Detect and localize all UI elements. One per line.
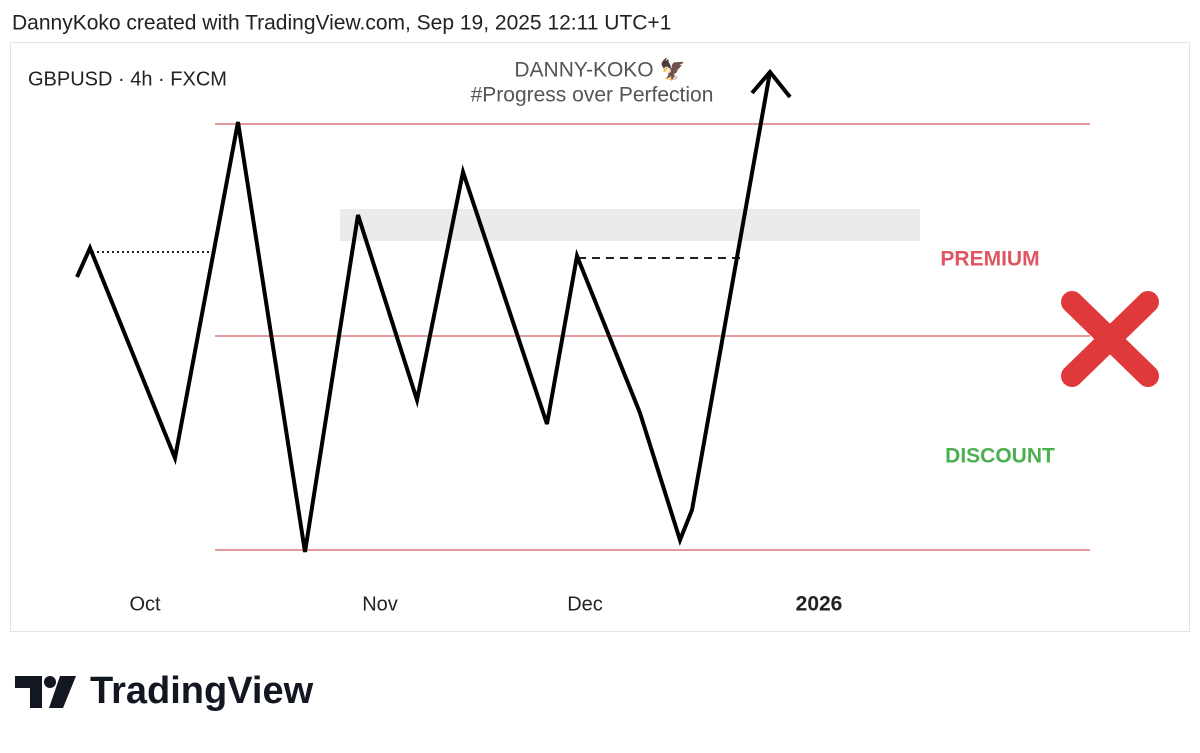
zone-box — [340, 209, 920, 241]
x-label: 2026 — [796, 593, 843, 616]
x-label: Dec — [567, 593, 603, 615]
watermark-motto: #Progress over Perfection — [471, 84, 714, 107]
watermark-name: DANNY-KOKO 🦅 — [514, 57, 685, 82]
caption: DannyKoko created with TradingView.com, … — [12, 12, 671, 35]
premium-label: PREMIUM — [940, 248, 1039, 271]
arrow-head — [750, 68, 792, 99]
brand-name: TradingView — [90, 670, 314, 712]
brand-logo — [15, 676, 76, 708]
cross-icon — [1061, 291, 1159, 387]
x-label: Oct — [129, 593, 161, 615]
symbol-label: GBPUSD · 4h · FXCM — [28, 68, 227, 90]
x-label: Nov — [362, 593, 398, 615]
zigzag — [75, 71, 772, 553]
chart-frame — [10, 42, 1190, 632]
discount-label: DISCOUNT — [945, 445, 1055, 468]
levels — [215, 123, 1090, 551]
